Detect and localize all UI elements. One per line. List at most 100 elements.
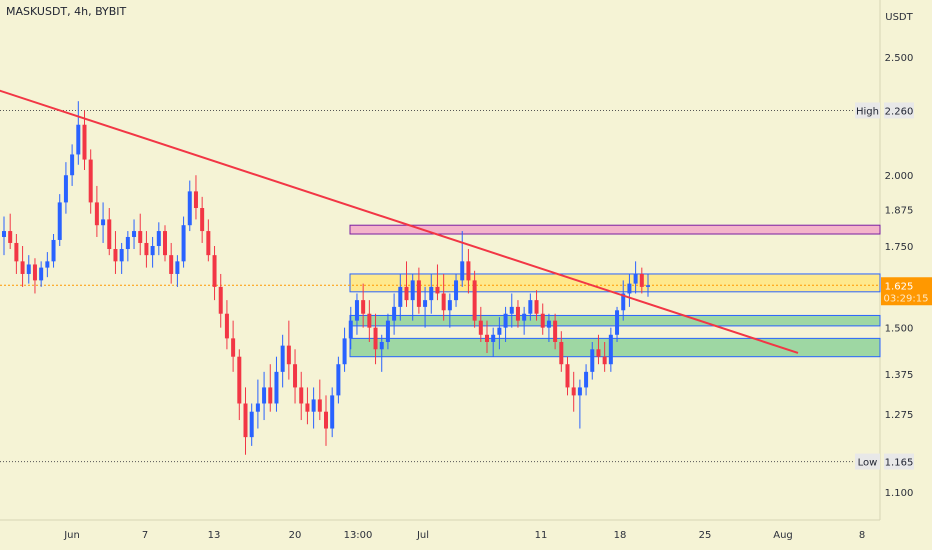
candle xyxy=(200,196,205,243)
candle xyxy=(503,306,508,342)
candle xyxy=(398,273,403,321)
candle-body xyxy=(485,334,489,342)
candle-body xyxy=(163,231,167,256)
high-label: High xyxy=(856,106,879,117)
candle-body xyxy=(361,300,366,314)
candle-body xyxy=(540,313,545,328)
candle-body xyxy=(454,280,459,301)
candle xyxy=(571,371,576,412)
candle xyxy=(416,267,421,314)
candle xyxy=(76,101,81,165)
candle xyxy=(8,213,13,250)
candle-body xyxy=(435,286,440,294)
candle xyxy=(379,334,384,372)
candle xyxy=(45,252,50,278)
candle xyxy=(305,387,310,425)
y-tick-label: 1.375 xyxy=(885,370,914,381)
candle xyxy=(373,313,378,365)
candle-body xyxy=(88,159,93,203)
candle-body xyxy=(280,345,285,372)
candle-body xyxy=(466,261,471,281)
candle xyxy=(621,280,626,321)
y-tick-label: 2.000 xyxy=(885,171,914,182)
candle xyxy=(274,356,279,412)
candle-body xyxy=(70,154,75,176)
candle-body xyxy=(602,356,607,365)
candle xyxy=(113,231,118,274)
candle xyxy=(293,349,298,404)
candle xyxy=(70,144,75,186)
candle-body xyxy=(447,300,452,311)
candle xyxy=(540,303,545,335)
candle xyxy=(317,379,322,421)
candle-body xyxy=(63,175,68,203)
candle-body xyxy=(478,320,483,335)
candle-body xyxy=(39,267,44,281)
candle xyxy=(348,306,353,350)
candle-body xyxy=(206,231,211,256)
candle xyxy=(255,379,260,429)
candle-body xyxy=(584,371,589,388)
candle-body xyxy=(305,403,310,412)
x-tick-label: Jun xyxy=(63,530,80,541)
candle xyxy=(156,222,161,256)
candle xyxy=(163,225,167,262)
candle-body xyxy=(342,338,347,365)
candle xyxy=(528,293,533,321)
low-value: 1.165 xyxy=(885,458,914,469)
candle-body xyxy=(169,255,174,274)
candle-body xyxy=(460,261,465,281)
y-tick-label: 1.275 xyxy=(885,410,914,421)
candle xyxy=(460,231,465,287)
x-tick-label: Jul xyxy=(416,530,429,541)
candle-body xyxy=(268,387,273,404)
candle xyxy=(491,327,496,357)
x-tick-label: Aug xyxy=(773,530,793,541)
candle xyxy=(361,283,366,328)
candle xyxy=(286,320,291,380)
candle xyxy=(224,300,229,350)
candle xyxy=(88,149,93,214)
high-value: 2.260 xyxy=(885,106,914,117)
candle xyxy=(441,273,446,321)
candle-body xyxy=(119,249,124,262)
candle-body xyxy=(590,349,595,372)
candle xyxy=(51,234,56,268)
candle-body xyxy=(237,356,242,404)
candle-body xyxy=(138,231,143,243)
candle-body xyxy=(2,231,6,237)
candle xyxy=(454,273,459,307)
candle-body xyxy=(565,364,570,388)
candle-body xyxy=(553,320,558,342)
candle-body xyxy=(398,286,403,307)
resistance-zone xyxy=(349,224,881,235)
candle-body xyxy=(231,338,236,357)
demand-zone-lower xyxy=(349,337,881,358)
candle xyxy=(534,290,539,321)
candle xyxy=(515,300,520,328)
candle-body xyxy=(615,310,620,335)
axis-unit: USDT xyxy=(885,12,913,23)
candle xyxy=(330,387,335,438)
candle xyxy=(385,313,390,350)
candle-body xyxy=(509,306,514,314)
y-tick-label: 1.100 xyxy=(885,488,914,499)
candle xyxy=(175,255,180,287)
last-price-box xyxy=(881,277,932,306)
candle xyxy=(187,180,192,232)
y-tick-label: 1.875 xyxy=(885,205,914,216)
candle xyxy=(435,264,440,301)
candle-body xyxy=(646,285,650,287)
candle-body xyxy=(596,349,601,357)
x-tick-label: 13:00 xyxy=(344,530,373,541)
candle xyxy=(107,208,112,256)
candle xyxy=(138,213,143,256)
candle xyxy=(14,234,19,274)
candle-body xyxy=(528,300,533,314)
candle xyxy=(20,245,25,287)
candle-body xyxy=(441,293,446,311)
candle-body xyxy=(293,364,298,388)
candle-body xyxy=(57,202,62,240)
